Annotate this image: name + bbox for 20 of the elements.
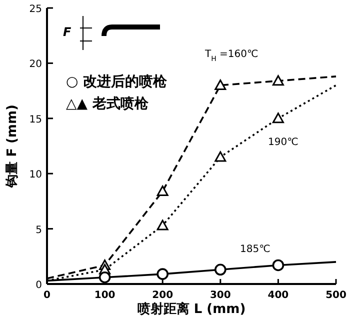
y-tick-label: 0 bbox=[36, 280, 42, 291]
y-tick-label: 15 bbox=[29, 114, 42, 126]
y-tick-label: 20 bbox=[29, 59, 42, 70]
annotation: 190℃ bbox=[268, 137, 298, 148]
y-tick-label: 10 bbox=[29, 170, 42, 181]
x-tick-label: 500 bbox=[326, 290, 346, 301]
x-tick-label: 0 bbox=[44, 290, 51, 301]
x-tick-label: 300 bbox=[210, 290, 231, 301]
y-tick-label: 25 bbox=[29, 4, 42, 15]
x-tick-label: 400 bbox=[268, 290, 289, 301]
annotation: ○ 改进后的喷枪 bbox=[66, 73, 168, 90]
x-tick-label: 200 bbox=[152, 290, 174, 301]
annotation: T$_{H}$ =160℃ bbox=[204, 49, 258, 63]
annotation: 185℃ bbox=[240, 244, 270, 255]
x-tick-label: 100 bbox=[94, 290, 116, 301]
annotation: △▲ 老式喷枪 bbox=[66, 96, 150, 112]
annotation: F bbox=[63, 25, 72, 39]
x-axis-title: 喷射距离 L (mm) bbox=[137, 301, 246, 317]
y-axis-title: 钩量 F (mm) bbox=[5, 104, 20, 188]
y-tick-label: 5 bbox=[36, 224, 42, 236]
